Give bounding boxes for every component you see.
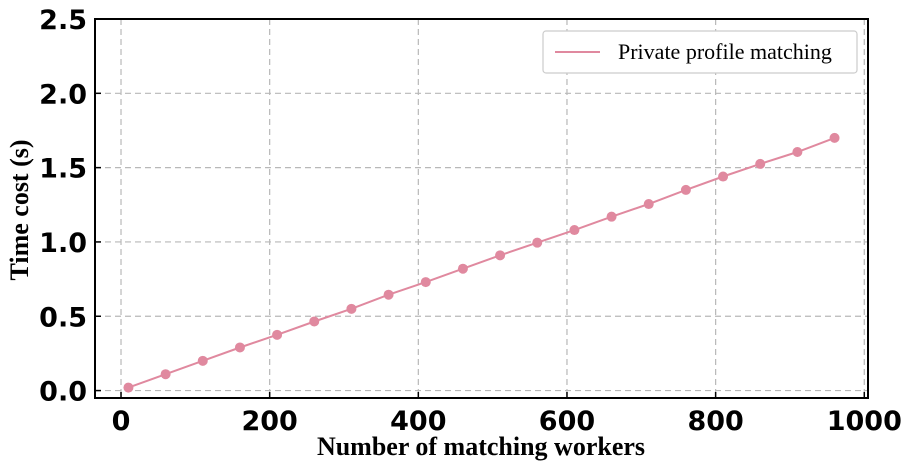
y-tick-label: 2.5 — [39, 5, 87, 36]
x-tick-label: 1000 — [827, 406, 902, 437]
y-axis-title: Time cost (s) — [5, 139, 34, 280]
y-tick-label: 1.5 — [39, 154, 87, 185]
axis-ticks — [95, 18, 866, 398]
data-point — [234, 342, 245, 353]
plot-frame — [94, 18, 869, 399]
legend: Private profile matching — [542, 30, 858, 74]
legend-label: Private profile matching — [618, 39, 832, 64]
data-point — [643, 199, 654, 210]
x-tick-label: 400 — [390, 406, 446, 437]
x-tick-label: 800 — [687, 406, 743, 437]
data-point — [346, 303, 357, 314]
x-tick-label: 200 — [241, 406, 297, 437]
x-tick-labels: 0 200 400 600 800 1000 — [112, 406, 902, 437]
data-point — [569, 225, 580, 236]
data-point — [197, 355, 208, 366]
data-point — [272, 329, 283, 340]
data-point — [829, 132, 840, 143]
y-tick-label: 1.0 — [39, 228, 87, 259]
data-point — [457, 263, 468, 274]
data-point — [532, 237, 543, 248]
y-tick-label: 2.0 — [39, 79, 87, 110]
data-point — [792, 147, 803, 158]
data-point — [680, 184, 691, 195]
data-point — [718, 171, 729, 182]
grid — [95, 19, 868, 398]
y-tick-labels: 0.0 0.5 1.0 1.5 2.0 2.5 — [39, 5, 87, 408]
data-point — [606, 211, 617, 222]
x-axis-title: Number of matching workers — [317, 432, 645, 461]
data-point — [123, 382, 134, 393]
data-point — [160, 369, 171, 380]
data-point — [420, 277, 431, 288]
y-tick-label: 0.5 — [39, 302, 87, 333]
x-tick-label: 600 — [539, 406, 595, 437]
x-tick-label: 0 — [112, 406, 131, 437]
y-tick-label: 0.0 — [39, 377, 87, 408]
legend-frame — [542, 30, 858, 74]
data-point — [495, 250, 506, 261]
data-point — [755, 158, 766, 169]
series-layer — [123, 132, 840, 393]
data-point — [383, 289, 394, 300]
data-point — [309, 316, 320, 327]
series-line — [128, 136, 835, 389]
